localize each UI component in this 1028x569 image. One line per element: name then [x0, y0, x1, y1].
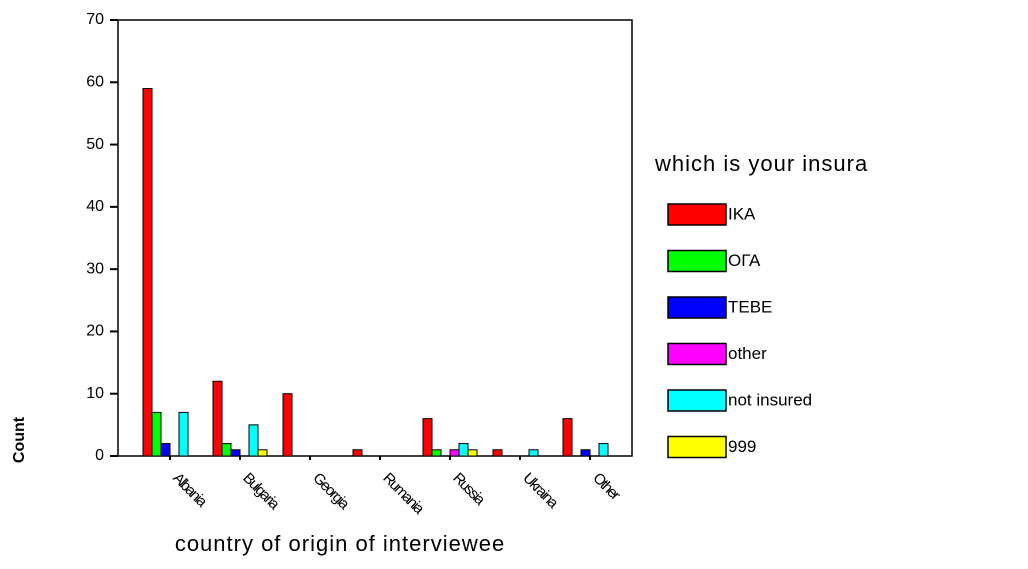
legend-label: TEBE — [728, 297, 772, 316]
bar — [458, 443, 469, 457]
bar — [580, 449, 591, 457]
bar — [160, 443, 171, 457]
x-tick-label: Ukraina — [519, 470, 562, 513]
y-tick-label: 60 — [86, 74, 104, 91]
bar — [142, 88, 153, 457]
y-tick-label: 40 — [86, 198, 104, 215]
legend-label: not insured — [728, 390, 812, 409]
legend-swatch — [667, 296, 727, 319]
bar — [282, 393, 293, 457]
legend-swatch — [667, 435, 727, 459]
y-tick-label: 30 — [86, 260, 104, 277]
bar — [221, 443, 232, 457]
y-tick-label: 10 — [86, 385, 104, 402]
legend-label: IKA — [728, 204, 756, 223]
x-axis-label: country of origin of interviewee — [175, 531, 505, 556]
legend-swatch — [667, 249, 727, 273]
y-tick-label: 70 — [86, 11, 104, 28]
legend-label: 999 — [728, 437, 756, 456]
y-tick-label: 0 — [95, 447, 104, 464]
x-tick-label: Bulgaria — [239, 470, 283, 514]
legend-swatch — [667, 342, 727, 366]
bar — [212, 380, 223, 457]
x-tick-label: Georgia — [309, 470, 353, 514]
x-tick-label: Rumania — [379, 470, 428, 519]
legend-swatch — [667, 203, 727, 226]
x-tick-label: Albania — [169, 470, 211, 512]
y-axis-label: Count — [11, 416, 28, 463]
legend-label: other — [728, 344, 767, 363]
bar — [230, 449, 241, 457]
bar — [248, 424, 259, 457]
bar — [449, 449, 460, 457]
bar — [422, 418, 433, 457]
x-tick-label: Russia — [449, 470, 489, 510]
bar — [151, 411, 162, 457]
y-tick-label: 50 — [86, 136, 104, 153]
legend-title: which is your insura — [654, 151, 868, 176]
bar — [562, 418, 573, 457]
bar — [431, 449, 442, 457]
bar — [178, 411, 189, 457]
bar — [467, 449, 478, 457]
legend-label: ΟΓΑ — [728, 251, 761, 270]
bar — [492, 449, 503, 457]
bar — [528, 449, 539, 457]
legend-swatch — [667, 389, 727, 412]
x-tick-label: Other — [589, 470, 623, 504]
bar — [352, 449, 363, 457]
plot-frame — [117, 19, 633, 457]
bar — [598, 443, 609, 457]
y-tick-label: 20 — [86, 323, 104, 340]
bar — [257, 449, 268, 457]
